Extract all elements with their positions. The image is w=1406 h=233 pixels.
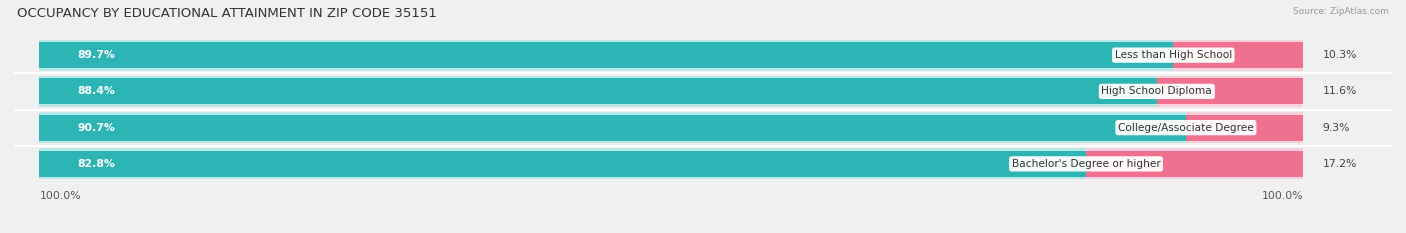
Text: 90.7%: 90.7% <box>77 123 115 133</box>
Bar <box>39 42 1173 68</box>
Text: OCCUPANCY BY EDUCATIONAL ATTAINMENT IN ZIP CODE 35151: OCCUPANCY BY EDUCATIONAL ATTAINMENT IN Z… <box>17 7 437 20</box>
Text: 17.2%: 17.2% <box>1323 159 1357 169</box>
Bar <box>39 78 1157 104</box>
Bar <box>39 115 1185 141</box>
Bar <box>1173 40 1303 71</box>
Text: 9.3%: 9.3% <box>1323 123 1350 133</box>
Text: 100.0%: 100.0% <box>1261 191 1303 201</box>
Bar <box>1173 42 1303 68</box>
Text: 10.3%: 10.3% <box>1323 50 1357 60</box>
Text: 11.6%: 11.6% <box>1323 86 1357 96</box>
Bar <box>39 151 1085 177</box>
Bar <box>1185 112 1303 143</box>
Bar <box>1185 115 1303 141</box>
Text: 89.7%: 89.7% <box>77 50 115 60</box>
Text: Less than High School: Less than High School <box>1115 50 1232 60</box>
Text: Source: ZipAtlas.com: Source: ZipAtlas.com <box>1294 7 1389 16</box>
Bar <box>1085 151 1303 177</box>
Text: High School Diploma: High School Diploma <box>1101 86 1212 96</box>
Bar <box>1085 148 1303 179</box>
Bar <box>1157 76 1303 107</box>
Text: 82.8%: 82.8% <box>77 159 115 169</box>
Text: 100.0%: 100.0% <box>39 191 82 201</box>
Bar <box>39 76 1157 107</box>
Bar <box>39 40 1173 71</box>
Text: 88.4%: 88.4% <box>77 86 115 96</box>
Text: College/Associate Degree: College/Associate Degree <box>1118 123 1254 133</box>
Bar <box>1157 78 1303 104</box>
Bar <box>39 148 1085 179</box>
Bar <box>39 112 1185 143</box>
Text: Bachelor's Degree or higher: Bachelor's Degree or higher <box>1012 159 1160 169</box>
